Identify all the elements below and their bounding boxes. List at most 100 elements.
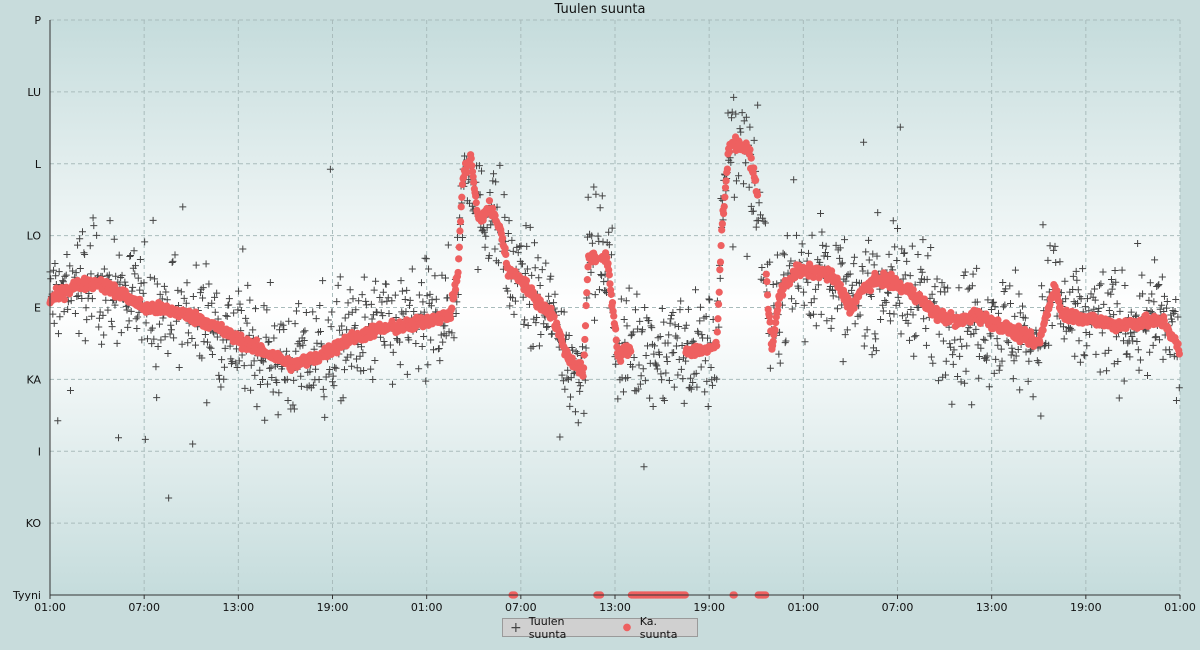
raw-direction-point: [874, 209, 882, 217]
raw-direction-point: [500, 191, 508, 199]
raw-direction-point: [954, 372, 962, 380]
raw-direction-point: [713, 375, 721, 383]
raw-direction-point: [677, 297, 685, 305]
raw-direction-point: [846, 270, 854, 278]
raw-direction-point: [572, 348, 580, 356]
raw-direction-point: [848, 286, 856, 294]
raw-direction-point: [1007, 351, 1015, 359]
raw-direction-point: [868, 351, 876, 359]
raw-direction-point: [1016, 309, 1024, 317]
raw-direction-point: [271, 322, 279, 330]
raw-direction-point: [692, 369, 700, 377]
raw-direction-point: [417, 279, 425, 287]
y-tick-label: E: [34, 302, 41, 315]
raw-direction-point: [858, 262, 866, 270]
raw-direction-point: [702, 312, 710, 320]
raw-direction-point: [237, 307, 245, 315]
raw-direction-point: [567, 374, 575, 382]
raw-direction-point: [1139, 290, 1147, 298]
raw-direction-point: [995, 366, 1003, 374]
raw-direction-point: [826, 283, 834, 291]
raw-direction-point: [275, 389, 283, 397]
raw-direction-point: [213, 289, 221, 297]
average-direction-point: [627, 347, 635, 355]
raw-direction-point: [729, 243, 737, 251]
raw-direction-point: [636, 380, 644, 388]
raw-direction-point: [916, 278, 924, 286]
average-direction-point: [1015, 322, 1023, 330]
raw-direction-point: [292, 307, 300, 315]
average-direction-point: [747, 154, 755, 162]
raw-direction-point: [962, 367, 970, 375]
average-direction-point: [774, 300, 782, 309]
raw-direction-point: [841, 331, 849, 339]
raw-direction-point: [378, 298, 386, 306]
raw-direction-point: [973, 298, 981, 306]
raw-direction-point: [289, 401, 297, 409]
raw-direction-point: [54, 417, 62, 425]
average-direction-point: [771, 326, 779, 334]
raw-direction-point: [218, 356, 226, 364]
raw-direction-point: [270, 334, 278, 342]
average-direction-point: [547, 304, 555, 312]
raw-direction-point: [483, 224, 491, 232]
raw-direction-point: [166, 330, 174, 338]
raw-direction-point: [829, 292, 837, 300]
raw-direction-point: [994, 341, 1002, 349]
raw-direction-point: [165, 494, 173, 502]
raw-direction-point: [1061, 277, 1069, 285]
raw-direction-point: [367, 300, 375, 308]
raw-direction-point: [697, 363, 705, 371]
raw-direction-point: [808, 231, 816, 239]
raw-direction-point: [584, 193, 592, 201]
average-direction-point: [612, 325, 620, 333]
raw-direction-point: [653, 362, 661, 370]
raw-direction-point: [1133, 338, 1141, 346]
raw-direction-point: [215, 371, 223, 379]
raw-direction-point: [538, 266, 546, 274]
raw-direction-point: [1079, 265, 1087, 273]
raw-direction-point: [1009, 348, 1017, 356]
raw-direction-point: [383, 297, 391, 305]
raw-direction-point: [1156, 336, 1164, 344]
average-direction-point: [752, 176, 760, 184]
raw-direction-point: [1134, 346, 1142, 354]
raw-direction-point: [158, 295, 166, 303]
raw-direction-point: [754, 216, 762, 224]
raw-direction-point: [372, 277, 380, 285]
raw-direction-point: [942, 371, 950, 379]
raw-direction-point: [532, 319, 540, 327]
raw-direction-point: [754, 101, 762, 109]
raw-direction-point: [159, 314, 167, 322]
raw-direction-point: [1105, 307, 1113, 315]
average-direction-point: [765, 312, 774, 321]
raw-direction-point: [152, 363, 160, 371]
raw-direction-point: [207, 344, 215, 352]
raw-direction-point: [361, 313, 369, 321]
raw-direction-point: [558, 371, 566, 379]
raw-direction-point: [1112, 278, 1120, 286]
average-direction-point: [720, 209, 728, 218]
raw-direction-point: [896, 123, 904, 131]
raw-direction-point: [679, 375, 687, 383]
raw-direction-point: [915, 303, 923, 311]
raw-direction-point: [980, 335, 988, 343]
raw-direction-point: [422, 255, 430, 263]
raw-direction-point: [1094, 308, 1102, 316]
raw-direction-point: [1025, 357, 1033, 365]
raw-direction-point: [567, 393, 575, 401]
raw-direction-point: [487, 221, 495, 229]
raw-direction-point: [598, 192, 606, 200]
raw-direction-point: [518, 260, 526, 268]
raw-direction-point: [990, 298, 998, 306]
raw-direction-point: [360, 273, 368, 281]
raw-direction-point: [869, 250, 877, 258]
y-tick-label: I: [38, 445, 41, 458]
raw-direction-point: [90, 222, 98, 230]
raw-direction-point: [565, 332, 573, 340]
raw-direction-point: [906, 272, 914, 280]
average-direction-point: [451, 285, 460, 294]
raw-direction-point: [972, 325, 980, 333]
raw-direction-point: [949, 360, 957, 368]
average-direction-point: [472, 199, 480, 207]
